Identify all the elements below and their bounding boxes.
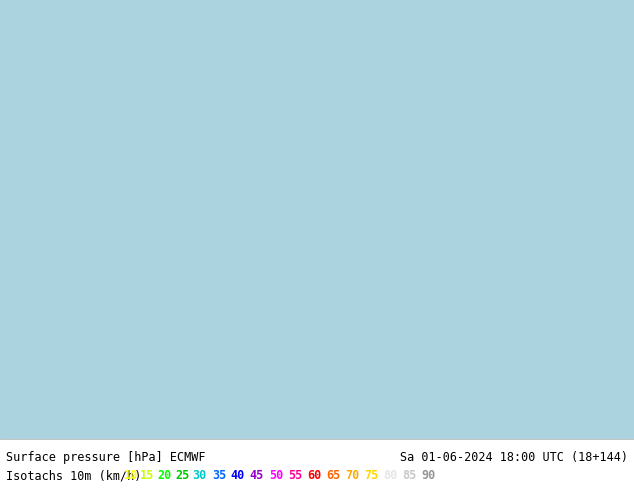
Text: 90: 90 [421, 469, 435, 482]
Text: Sa 01-06-2024 18:00 UTC (18+144): Sa 01-06-2024 18:00 UTC (18+144) [399, 451, 628, 465]
Text: 10: 10 [124, 469, 138, 482]
Text: 35: 35 [212, 469, 226, 482]
Text: 45: 45 [250, 469, 264, 482]
Text: 20: 20 [157, 469, 171, 482]
Text: 40: 40 [231, 469, 245, 482]
Text: 70: 70 [345, 469, 359, 482]
Text: 30: 30 [193, 469, 207, 482]
Text: 85: 85 [402, 469, 416, 482]
Text: 80: 80 [383, 469, 397, 482]
Text: 15: 15 [139, 469, 153, 482]
Text: 65: 65 [326, 469, 340, 482]
Text: 25: 25 [175, 469, 189, 482]
Text: 50: 50 [269, 469, 283, 482]
Text: Isotachs 10m (km/h): Isotachs 10m (km/h) [6, 469, 149, 482]
Text: 75: 75 [364, 469, 378, 482]
Text: 60: 60 [307, 469, 321, 482]
Text: Surface pressure [hPa] ECMWF: Surface pressure [hPa] ECMWF [6, 451, 206, 465]
Text: 55: 55 [288, 469, 302, 482]
